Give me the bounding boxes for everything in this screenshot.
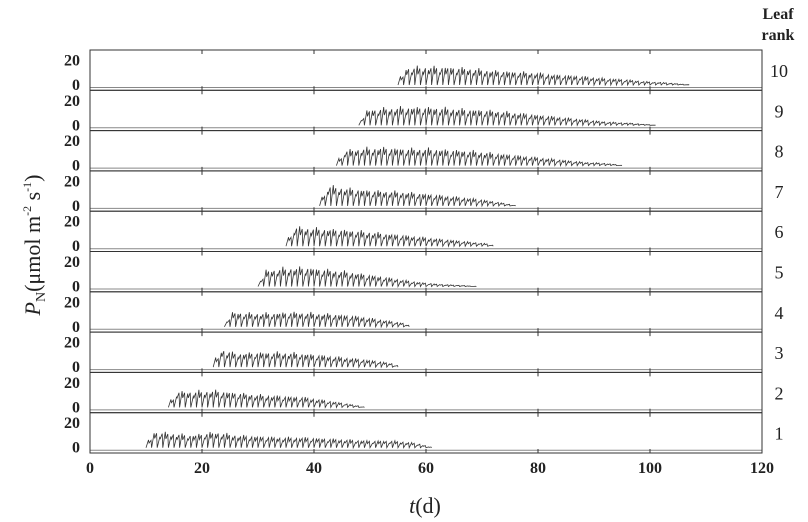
leaf-rank-label: 9 (775, 101, 784, 121)
panel-leaf-rank-8: 0 20 8 (64, 130, 784, 175)
panel-leaf-rank-1: 0 20 1 (64, 412, 784, 457)
x-tick-label: 0 (86, 460, 94, 477)
leaf-rank-2-trace (168, 389, 365, 409)
panel-leaf-rank-10: 0 20 10 (64, 49, 788, 94)
panel-leaf-rank-7: 0 20 7 (64, 170, 784, 215)
y-tick-label: 20 (64, 214, 80, 231)
leaf-rank-label: 3 (775, 343, 784, 363)
leaf-rank-label: 5 (775, 263, 784, 283)
y-tick-label: 0 (72, 158, 80, 175)
y-tick-label: 20 (64, 133, 80, 150)
leaf-rank-9-trace (358, 105, 656, 127)
y-tick-label: 20 (64, 52, 80, 69)
y-tick-label: 20 (64, 415, 80, 432)
leaf-rank-5-trace (257, 266, 477, 288)
x-tick-label: 40 (306, 460, 322, 477)
x-tick-label: 120 (750, 460, 774, 477)
rank-header: rank (762, 27, 795, 44)
y-tick-label: 20 (64, 294, 80, 311)
panel-leaf-rank-5: 0 20 5 (64, 251, 784, 296)
y-axis-title: PN(μmol m-2 s-1) (20, 175, 49, 317)
leaf-rank-6-trace (285, 226, 494, 248)
panel-leaf-rank-3: 0 20 3 (64, 331, 784, 376)
y-tick-label: 20 (64, 254, 80, 271)
panel-leaf-rank-9: 0 20 9 (64, 89, 784, 134)
leaf-rank-3-trace (212, 350, 399, 369)
y-tick-label: 0 (72, 238, 80, 255)
leaf-rank-label: 6 (775, 222, 784, 242)
leaf-rank-label: 10 (770, 61, 788, 81)
leaf-rank-label: 1 (775, 424, 784, 444)
panel-leaf-rank-4: 0 20 4 (64, 291, 784, 336)
leaf-rank-10-trace (397, 65, 690, 87)
x-tick-label: 80 (530, 460, 546, 477)
y-tick-label: 0 (72, 198, 80, 215)
panel-leaf-rank-2: 0 20 2 (64, 371, 784, 416)
y-tick-label: 0 (72, 440, 80, 457)
panel-frame (89, 331, 763, 373)
x-tick-label: 20 (194, 460, 210, 477)
x-axis-title: t(d) (409, 493, 441, 518)
panel-frame (89, 291, 763, 333)
leaf-header: Leaf (762, 6, 794, 23)
panel-leaf-rank-6: 0 20 6 (64, 210, 784, 255)
leaf-rank-label: 4 (775, 303, 784, 323)
y-tick-label: 0 (72, 77, 80, 94)
y-tick-label: 20 (64, 375, 80, 392)
leaf-rank-label: 8 (775, 142, 784, 162)
leaf-rank-1-trace (145, 431, 432, 450)
y-tick-label: 20 (64, 173, 80, 190)
y-tick-label: 0 (72, 319, 80, 336)
leaf-rank-8-trace (336, 146, 623, 168)
leaf-rank-4-trace (224, 311, 410, 329)
x-tick-label: 100 (638, 460, 662, 477)
y-tick-label: 0 (72, 359, 80, 376)
y-tick-label: 20 (64, 93, 80, 110)
x-tick-label: 60 (418, 460, 434, 477)
y-tick-label: 0 (72, 399, 80, 416)
leaf-rank-label: 2 (775, 383, 784, 403)
leaf-rank-7-trace (319, 185, 516, 208)
x-axis: 0 20 40 60 80 100 120 (86, 460, 774, 477)
y-tick-label: 0 (72, 117, 80, 134)
panels: 0201002090208020702060205020402030202020… (64, 49, 788, 457)
y-tick-label: 0 (72, 279, 80, 296)
y-tick-label: 20 (64, 335, 80, 352)
leaf-rank-label: 7 (775, 182, 784, 202)
